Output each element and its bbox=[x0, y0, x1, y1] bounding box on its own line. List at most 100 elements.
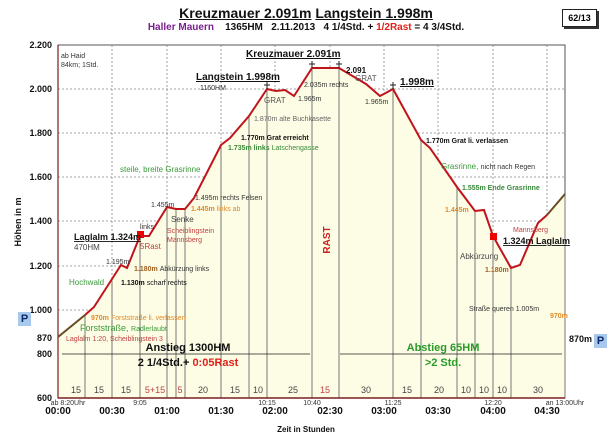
svg-text:1.770m Grat erreicht: 1.770m Grat erreicht bbox=[241, 135, 309, 142]
hut-marker-laglalm-up bbox=[137, 231, 144, 238]
svg-text:1.130m scharf rechts: 1.130m scharf rechts bbox=[121, 280, 187, 287]
svg-text:steile, breite Grasrinne: steile, breite Grasrinne bbox=[120, 165, 201, 174]
svg-text:2 1/4Std.+ 0:05Rast: 2 1/4Std.+ 0:05Rast bbox=[138, 357, 239, 369]
region-label: Haller Mauern bbox=[147, 22, 214, 33]
svg-text:1.870m alte Buchkasette: 1.870m alte Buchkasette bbox=[254, 116, 331, 123]
svg-text:1.800: 1.800 bbox=[29, 128, 52, 138]
svg-text:1.495m rechts Felsen: 1.495m rechts Felsen bbox=[195, 195, 262, 202]
svg-text:20: 20 bbox=[198, 385, 208, 395]
svg-text:1160HM: 1160HM bbox=[200, 85, 226, 92]
svg-text:1.324m Laglalm: 1.324m Laglalm bbox=[503, 236, 570, 246]
title-kreuzmauer: Kreuzmauer 2.091m bbox=[179, 5, 312, 21]
svg-text:03:30: 03:30 bbox=[425, 406, 451, 417]
svg-text:1.455m: 1.455m bbox=[151, 202, 175, 209]
svg-text:10: 10 bbox=[497, 385, 507, 395]
y-axis-ticks: 2.200 2.000 1.800 1.600 1.400 1.200 1.000 870… bbox=[29, 40, 52, 403]
svg-text:30: 30 bbox=[533, 385, 543, 395]
svg-text:03:00: 03:00 bbox=[371, 406, 397, 417]
svg-text:15: 15 bbox=[320, 385, 330, 395]
svg-text:10: 10 bbox=[461, 385, 471, 395]
svg-text:10: 10 bbox=[479, 385, 489, 395]
svg-text:1.000: 1.000 bbox=[29, 305, 52, 315]
svg-text:04:30: 04:30 bbox=[534, 406, 560, 417]
svg-text:1.965m: 1.965m bbox=[298, 96, 322, 103]
svg-text:Mannsberg: Mannsberg bbox=[167, 237, 202, 244]
svg-text:15: 15 bbox=[230, 385, 240, 395]
svg-text:600: 600 bbox=[37, 393, 52, 403]
profile-annotations: ab Haid 84km; 1Std. Langstein 1.998m 1160… bbox=[61, 49, 592, 369]
svg-text:Anstieg 1300HM: Anstieg 1300HM bbox=[146, 342, 231, 354]
title-langstein: Langstein 1.998m bbox=[315, 5, 433, 21]
svg-text:GRAT: GRAT bbox=[355, 74, 377, 83]
svg-text:20: 20 bbox=[434, 385, 444, 395]
svg-text:15: 15 bbox=[94, 385, 104, 395]
svg-text:RAST: RAST bbox=[322, 226, 333, 253]
x-axis-ticks: 00:00 00:30 01:00 01:30 02:00 02:30 03:00 03:… bbox=[45, 406, 560, 417]
chart-title: Kreuzmauer 2.091m Langstein 1.998m bbox=[0, 5, 612, 21]
svg-text:970m: 970m bbox=[550, 313, 568, 320]
svg-text:Senke: Senke bbox=[171, 215, 194, 224]
parking-icon-start: P bbox=[18, 312, 31, 326]
svg-text:30: 30 bbox=[361, 385, 371, 395]
summit-cross-icons bbox=[264, 61, 396, 89]
svg-text:links: links bbox=[140, 224, 155, 231]
svg-text:11:25: 11:25 bbox=[385, 400, 402, 407]
svg-text:01:30: 01:30 bbox=[208, 406, 234, 417]
segment-durations: 15 15 15 5+15 5 20 15 10 25 15 30 15 20 10 10 10 30 bbox=[71, 385, 543, 395]
svg-text:1.445m: 1.445m bbox=[445, 207, 469, 214]
svg-text:9:05: 9:05 bbox=[133, 400, 147, 407]
svg-text:1.200: 1.200 bbox=[29, 261, 52, 271]
svg-text:1.965m: 1.965m bbox=[365, 99, 389, 106]
rast-label: 1/2Rast bbox=[376, 22, 412, 33]
svg-text:870: 870 bbox=[37, 333, 52, 343]
svg-text:GRAT: GRAT bbox=[264, 96, 286, 105]
svg-text:02:00: 02:00 bbox=[262, 406, 288, 417]
parking-icon-end: P bbox=[594, 334, 607, 348]
svg-text:1.195m: 1.195m bbox=[106, 259, 130, 266]
clock-labels: ab 8:20Uhr 9:05 10:15 10:40 11:25 12:20 an 13… bbox=[51, 400, 585, 407]
svg-text:Forststraße, Radlerlaubt: Forststraße, Radlerlaubt bbox=[80, 323, 167, 333]
svg-text:25: 25 bbox=[288, 385, 298, 395]
svg-text:00:30: 00:30 bbox=[99, 406, 125, 417]
svg-text:Langstein 1.998m: Langstein 1.998m bbox=[196, 72, 280, 83]
segment-lines bbox=[84, 68, 566, 398]
svg-text:5: 5 bbox=[177, 385, 182, 395]
svg-text:15: 15 bbox=[71, 385, 81, 395]
svg-text:02:30: 02:30 bbox=[317, 406, 343, 417]
svg-text:Abkürzung: Abkürzung bbox=[460, 252, 498, 261]
svg-text:Hochwald: Hochwald bbox=[69, 278, 104, 287]
svg-text:10:40: 10:40 bbox=[303, 400, 321, 407]
svg-text:1.180m Abkürzung links: 1.180m Abkürzung links bbox=[134, 266, 210, 273]
svg-text:470HM: 470HM bbox=[74, 243, 100, 252]
total-label: = 4 3/4Std. bbox=[414, 22, 465, 33]
svg-text:1.600: 1.600 bbox=[29, 172, 52, 182]
svg-text:15: 15 bbox=[121, 385, 131, 395]
svg-text:2.035m rechts: 2.035m rechts bbox=[304, 82, 349, 89]
svg-text:Laglalm 1:20, Scheiblingstein: Laglalm 1:20, Scheiblingstein 3 bbox=[66, 336, 163, 343]
chart-subtitle: Haller Mauern 1365HM 2.11.2013 4 1/4Std.… bbox=[0, 22, 612, 33]
time-label: 4 1/4Std. + bbox=[323, 22, 374, 33]
svg-text:2.000: 2.000 bbox=[29, 84, 52, 94]
svg-text:1.180m: 1.180m bbox=[485, 267, 509, 274]
svg-text:1.400: 1.400 bbox=[29, 216, 52, 226]
svg-text:12:20: 12:20 bbox=[484, 400, 502, 407]
page-badge: 62/13 bbox=[562, 9, 597, 27]
svg-text:>2 Std.: >2 Std. bbox=[425, 357, 461, 369]
svg-text:Kreuzmauer 2.091m: Kreuzmauer 2.091m bbox=[246, 49, 341, 60]
svg-text:10: 10 bbox=[253, 385, 263, 395]
svg-text:1.735m links Latschengasse: 1.735m links Latschengasse bbox=[228, 145, 319, 152]
hm-label: 1365HM bbox=[225, 22, 263, 33]
svg-text:01:00: 01:00 bbox=[154, 406, 180, 417]
svg-text:870m: 870m bbox=[569, 334, 592, 344]
svg-text:ab 8:20Uhr: ab 8:20Uhr bbox=[51, 400, 86, 407]
y-axis-label: Höhen in m bbox=[13, 198, 23, 247]
x-axis-label: Zeit in Stunden bbox=[277, 425, 335, 434]
date-label: 2.11.2013 bbox=[271, 22, 316, 33]
svg-text:an 13:00Uhr: an 13:00Uhr bbox=[546, 400, 585, 407]
svg-text:5Rast: 5Rast bbox=[140, 242, 162, 251]
svg-text:Mannsberg: Mannsberg bbox=[513, 227, 548, 234]
svg-text:Scheiblingstein: Scheiblingstein bbox=[167, 228, 214, 235]
svg-text:970m Forststraße li. verlassen: 970m Forststraße li. verlassen bbox=[91, 315, 186, 322]
svg-text:1.770m Grat li. verlassen: 1.770m Grat li. verlassen bbox=[426, 138, 508, 145]
